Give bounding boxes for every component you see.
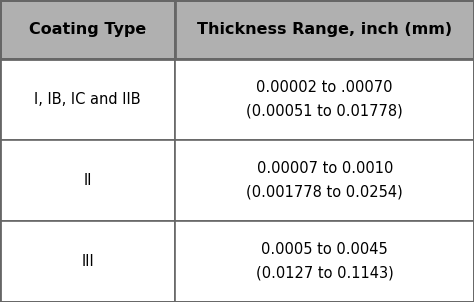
Bar	[175, 221, 474, 302]
Text: 0.00002 to .00070
(0.00051 to 0.01778): 0.00002 to .00070 (0.00051 to 0.01778)	[246, 80, 403, 119]
Bar	[0, 140, 175, 221]
Bar	[0, 221, 175, 302]
Text: I, IB, IC and IIB: I, IB, IC and IIB	[35, 92, 141, 107]
Bar	[175, 140, 474, 221]
Text: III: III	[82, 254, 94, 269]
Bar	[175, 59, 474, 140]
Text: 0.0005 to 0.0045
(0.0127 to 0.1143): 0.0005 to 0.0045 (0.0127 to 0.1143)	[256, 242, 393, 281]
Text: Coating Type: Coating Type	[29, 22, 146, 37]
Bar	[0, 0, 175, 59]
Text: 0.00007 to 0.0010
(0.001778 to 0.0254): 0.00007 to 0.0010 (0.001778 to 0.0254)	[246, 161, 403, 200]
Bar	[175, 0, 474, 59]
Bar	[0, 59, 175, 140]
Text: II: II	[83, 173, 92, 188]
Text: Thickness Range, inch (mm): Thickness Range, inch (mm)	[197, 22, 452, 37]
